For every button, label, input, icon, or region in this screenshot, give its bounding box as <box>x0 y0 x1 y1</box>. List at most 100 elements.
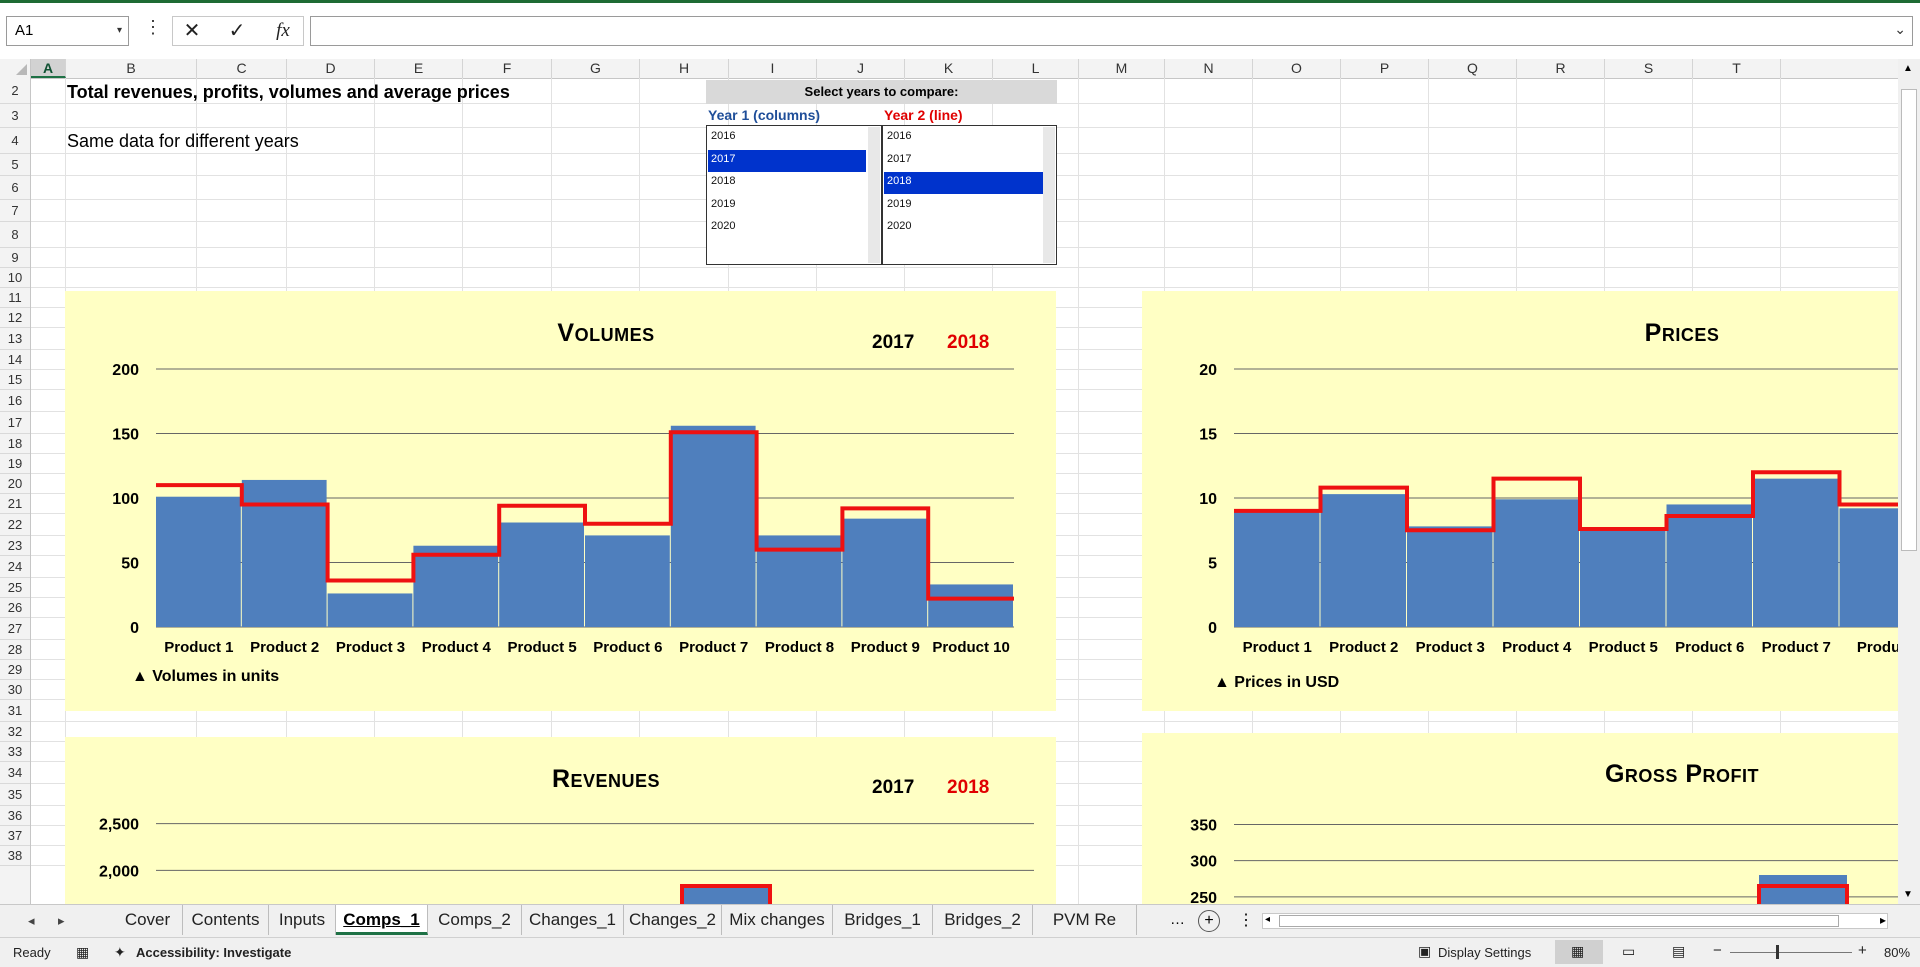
year2-option-2016[interactable]: 2016 <box>887 130 912 142</box>
row-header-9[interactable]: 9 <box>0 248 30 268</box>
row-header-22[interactable]: 22 <box>0 514 30 536</box>
sheet-tab-cover[interactable]: Cover <box>113 905 183 935</box>
row-header-38[interactable]: 38 <box>0 846 30 866</box>
sheet-tab-mix-changes[interactable]: Mix changes <box>722 905 833 935</box>
column-header-n[interactable]: N <box>1165 59 1253 78</box>
name-box[interactable]: A1 ▾ <box>6 16 129 46</box>
year2-option-2018[interactable]: 2018 <box>884 172 1043 194</box>
row-header-30[interactable]: 30 <box>0 680 30 700</box>
formula-input[interactable]: ⌄ <box>310 16 1913 46</box>
scroll-down-icon[interactable]: ▼ <box>1903 889 1913 900</box>
year1-listbox[interactable]: 2016 2017 2018 2019 2020 <box>706 125 882 265</box>
row-header-10[interactable]: 10 <box>0 268 30 288</box>
row-header-32[interactable]: 32 <box>0 722 30 742</box>
row-header-27[interactable]: 27 <box>0 618 30 640</box>
row-header-23[interactable]: 23 <box>0 536 30 556</box>
hscroll-left-icon[interactable]: ◂ <box>1265 914 1271 925</box>
row-header-17[interactable]: 17 <box>0 412 30 434</box>
year1-option-2016[interactable]: 2016 <box>711 130 736 142</box>
column-header-p[interactable]: P <box>1341 59 1429 78</box>
row-header-31[interactable]: 31 <box>0 700 30 722</box>
page-break-view-icon[interactable]: ▤ <box>1672 943 1686 959</box>
row-header-33[interactable]: 33 <box>0 742 30 762</box>
column-header-m[interactable]: M <box>1079 59 1165 78</box>
tab-scroll-right-icon[interactable]: ▸ <box>58 913 65 928</box>
row-header-15[interactable]: 15 <box>0 370 30 390</box>
row-header-7[interactable]: 7 <box>0 200 30 222</box>
sheet-tab-pvm-re[interactable]: PVM Re <box>1033 905 1137 935</box>
row-header-25[interactable]: 25 <box>0 578 30 598</box>
row-header-29[interactable]: 29 <box>0 660 30 680</box>
page-layout-view-icon[interactable]: ▭ <box>1622 943 1636 959</box>
row-header-21[interactable]: 21 <box>0 494 30 514</box>
zoom-slider-thumb[interactable] <box>1776 945 1779 959</box>
zoom-out-icon[interactable]: − <box>1713 942 1722 959</box>
sheet-tab-changes-2[interactable]: Changes_2 <box>624 905 722 935</box>
year2-listbox[interactable]: 2016 2017 2018 2019 2020 <box>882 125 1057 265</box>
column-header-e[interactable]: E <box>375 59 463 78</box>
row-header-3[interactable]: 3 <box>0 104 30 128</box>
year1-option-2020[interactable]: 2020 <box>711 220 736 232</box>
sheet-tab-contents[interactable]: Contents <box>183 905 269 935</box>
prices-chart[interactable]: Prices 0 5 10 15 20 Product 1 Product 2 Product… <box>1142 291 1898 711</box>
column-header-f[interactable]: F <box>463 59 552 78</box>
sheet-tab-comps-1[interactable]: Comps_1 <box>336 905 428 935</box>
year1-option-2017[interactable]: 2017 <box>708 149 866 172</box>
sheet-tab-inputs[interactable]: Inputs <box>269 905 336 935</box>
cancel-icon[interactable]: ✕ <box>183 20 201 42</box>
column-header-g[interactable]: G <box>552 59 640 78</box>
column-header-c[interactable]: C <box>197 59 287 78</box>
row-header-12[interactable]: 12 <box>0 308 30 328</box>
vertical-scrollbar[interactable]: ▲ ▼ <box>1898 59 1920 904</box>
row-header-37[interactable]: 37 <box>0 826 30 846</box>
column-header-j[interactable]: J <box>817 59 905 78</box>
scroll-up-icon[interactable]: ▲ <box>1903 63 1913 74</box>
tab-options-icon[interactable]: ⋮ <box>1238 912 1254 929</box>
row-header-8[interactable]: 8 <box>0 222 30 248</box>
year1-option-2019[interactable]: 2019 <box>711 197 736 210</box>
vertical-scroll-thumb[interactable] <box>1901 89 1917 551</box>
name-box-dropdown-icon[interactable]: ▾ <box>116 25 122 36</box>
year1-option-2018[interactable]: 2018 <box>711 175 736 187</box>
tab-scroll-left-icon[interactable]: ◂ <box>28 913 35 928</box>
row-header-26[interactable]: 26 <box>0 598 30 618</box>
horizontal-scrollbar[interactable]: ◂ <box>1262 913 1888 929</box>
insert-function-icon[interactable]: fx <box>276 20 290 41</box>
year2-option-2020[interactable]: 2020 <box>887 220 912 232</box>
sheet-tab-bridges-1[interactable]: Bridges_1 <box>833 905 933 935</box>
sheet-title[interactable]: Total revenues, profits, volumes and ave… <box>67 82 510 102</box>
column-header-o[interactable]: O <box>1253 59 1341 78</box>
column-header-q[interactable]: Q <box>1429 59 1517 78</box>
volumes-chart[interactable]: Volumes 2017 2018 0 50 100 150 200 Product 1 P… <box>65 291 1056 711</box>
column-header-h[interactable]: H <box>640 59 729 78</box>
expand-formula-icon[interactable]: ⌄ <box>1894 21 1906 37</box>
normal-view-button[interactable]: ▦ <box>1555 940 1603 964</box>
zoom-slider[interactable] <box>1730 952 1852 953</box>
column-header-b[interactable]: B <box>66 59 197 78</box>
year1-listbox-scrollbar[interactable] <box>868 127 880 263</box>
column-header-i[interactable]: I <box>729 59 817 78</box>
zoom-level[interactable]: 80% <box>1884 945 1911 960</box>
row-header-19[interactable]: 19 <box>0 454 30 474</box>
more-sheets-ellipsis[interactable]: … <box>1170 911 1185 928</box>
column-header-a[interactable]: A <box>31 59 66 78</box>
row-header-20[interactable]: 20 <box>0 474 30 494</box>
year2-option-2019[interactable]: 2019 <box>887 197 912 210</box>
row-header-35[interactable]: 35 <box>0 784 30 806</box>
column-header-d[interactable]: D <box>287 59 375 78</box>
horizontal-scroll-thumb[interactable] <box>1279 915 1839 927</box>
gross-profit-chart[interactable]: Gross Profit 250 300 350 <box>1142 733 1898 904</box>
sheet-tab-changes-1[interactable]: Changes_1 <box>522 905 624 935</box>
row-header-28[interactable]: 28 <box>0 640 30 660</box>
accessibility-status[interactable]: Accessibility: Investigate <box>136 945 292 960</box>
row-header-13[interactable]: 13 <box>0 328 30 350</box>
column-header-l[interactable]: L <box>993 59 1079 78</box>
row-header-24[interactable]: 24 <box>0 556 30 578</box>
row-header-6[interactable]: 6 <box>0 176 30 200</box>
sheet-tab-comps-2[interactable]: Comps_2 <box>428 905 522 935</box>
row-header-36[interactable]: 36 <box>0 806 30 826</box>
column-header-s[interactable]: S <box>1605 59 1693 78</box>
add-sheet-icon[interactable]: + <box>1198 910 1220 932</box>
row-header-2[interactable]: 2 <box>0 78 30 104</box>
column-header-k[interactable]: K <box>905 59 993 78</box>
